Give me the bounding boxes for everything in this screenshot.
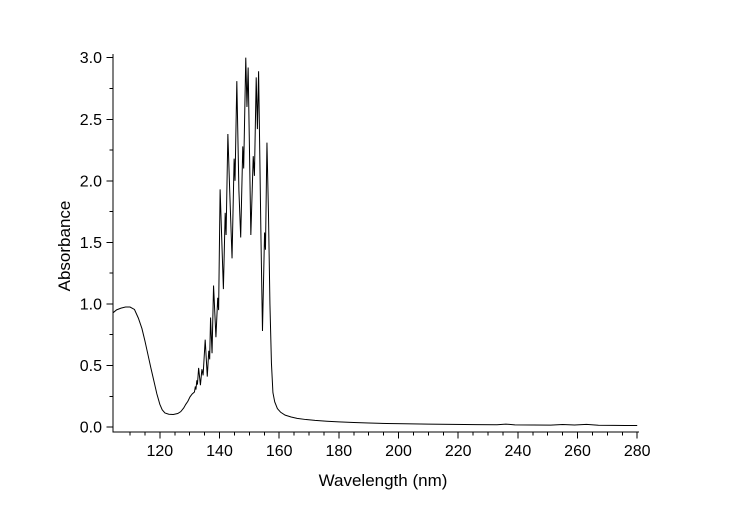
- y-tick-label: 3.0: [80, 50, 102, 67]
- x-tick-label: 120: [146, 443, 173, 460]
- x-tick-label: 260: [564, 443, 591, 460]
- x-axis-label: Wavelength (nm): [319, 471, 448, 490]
- spectrum-plot: [112, 57, 638, 426]
- y-tick-label: 0.0: [80, 420, 102, 437]
- y-tick-label: 0.5: [80, 358, 102, 375]
- x-tick-label: 140: [206, 443, 233, 460]
- axes: 120 140 160 180 200 220 240 260 280 0.0 0.5 1.0 1.5 2…: [80, 50, 651, 460]
- x-tick-label: 280: [624, 443, 651, 460]
- y-tick-label: 2.0: [80, 173, 102, 190]
- y-axis-label: Absorbance: [55, 201, 74, 292]
- x-tick-label: 160: [266, 443, 293, 460]
- x-tick-label: 200: [385, 443, 412, 460]
- y-tick-label: 1.5: [80, 235, 102, 252]
- y-tick-label: 1.0: [80, 296, 102, 313]
- x-tick-label: 180: [326, 443, 353, 460]
- x-tick-label: 220: [445, 443, 472, 460]
- y-tick-label: 2.5: [80, 112, 102, 129]
- absorbance-spectrum: [112, 57, 638, 426]
- x-tick-label: 240: [505, 443, 532, 460]
